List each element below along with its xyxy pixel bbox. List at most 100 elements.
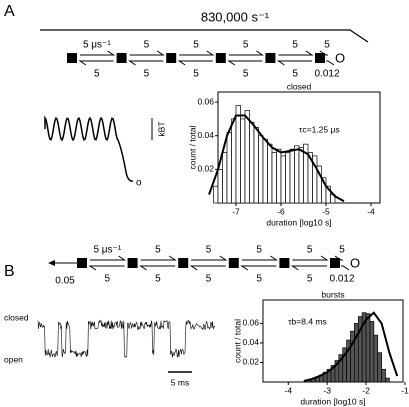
backward-arrow (276, 60, 312, 66)
forward-arrow (319, 50, 328, 56)
histogram-bar (289, 148, 295, 204)
histogram-bar (285, 152, 291, 204)
x-tick-label: -1 (401, 385, 409, 395)
backward-rate: 5 (155, 274, 161, 285)
x-axis-label: duration [log10 s] (300, 396, 365, 406)
chart-title: bursts (321, 289, 344, 299)
closed-state (279, 258, 290, 268)
x-tick-label: -4 (284, 385, 292, 395)
histogram-bar (271, 152, 277, 204)
histogram-bar (377, 352, 382, 383)
forward-rate: 5 (193, 40, 199, 51)
rate-bracket (40, 29, 369, 43)
y-tick-label: 0.04 (242, 337, 259, 347)
closed-state (315, 53, 325, 63)
backward-arrow (177, 60, 213, 66)
backward-rate: 5 (94, 69, 100, 80)
forward-arrow (191, 255, 228, 261)
y-axis-label: count / total (232, 319, 242, 363)
backward-arrow (127, 60, 164, 66)
open-state: O (335, 50, 345, 65)
histogram-bar (235, 105, 241, 204)
x-tick-label: -4 (367, 206, 375, 216)
backward-rate: 5 (292, 69, 298, 80)
x-axis-label: duration [log10 s] (266, 217, 331, 227)
histogram-bar (249, 121, 255, 204)
histogram-bar (350, 330, 355, 383)
closed-state (228, 258, 239, 268)
forward-arrow (241, 255, 279, 261)
forward-rate: 5 (307, 245, 313, 256)
histogram-bar (373, 334, 379, 383)
histogram-bar (294, 145, 300, 204)
forward-arrow (140, 255, 177, 261)
x-tick-label: -2 (362, 385, 370, 395)
histogram-bar (258, 135, 264, 204)
closed-label: closed (4, 312, 29, 322)
forward-rate: 5 (144, 40, 150, 51)
forward-rate: 5 μs⁻¹ (83, 40, 111, 51)
forward-rate: 5 (324, 40, 330, 51)
backward-rate: 5 (256, 274, 262, 285)
backward-rate: 0.012 (314, 69, 339, 80)
closed-state (178, 258, 189, 268)
forward-rate: 5 (256, 245, 262, 256)
current-trace (37, 319, 216, 358)
forward-arrow (334, 255, 343, 261)
forward-rate: 5 (292, 40, 298, 51)
closed-state (330, 258, 340, 268)
y-tick-label: 0.04 (197, 130, 214, 140)
backward-arrow (227, 60, 263, 66)
forward-rate: 5 (206, 245, 212, 256)
backward-rate: 5 (243, 69, 249, 80)
forward-arrow (179, 50, 215, 56)
exit-arrowhead (48, 260, 55, 266)
closed-state (127, 258, 138, 268)
histogram-bar (217, 169, 223, 204)
y-tick-label: 0.02 (197, 164, 214, 174)
backward-rate: 5 (193, 69, 199, 80)
forward-arrow (80, 50, 116, 56)
y-tick-label: 0.06 (197, 96, 214, 106)
histogram-bar (262, 138, 268, 204)
forward-arrow (129, 50, 165, 56)
backward-arrow (240, 265, 277, 271)
histogram-bar (213, 185, 219, 204)
fit-curve (303, 311, 399, 382)
histogram-bar (354, 323, 359, 383)
y-tick-label: 0.02 (242, 357, 259, 367)
closed-state (166, 53, 177, 63)
open-label: open (4, 354, 23, 364)
y-tick-label: 0.06 (242, 318, 259, 328)
forward-rate: 5 (339, 245, 345, 256)
backward-arrow (341, 265, 350, 271)
histogram-bar (253, 126, 259, 204)
x-tick-label: -7 (232, 206, 240, 216)
histogram-bar (369, 321, 375, 383)
forward-rate: 5 (155, 245, 161, 256)
histogram-bar (280, 155, 286, 204)
backward-arrow (78, 60, 114, 66)
backward-rate: 5 (307, 274, 313, 285)
backward-arrow (290, 265, 327, 271)
fit-curve (208, 114, 345, 203)
overall-rate: 830,000 s⁻¹ (201, 9, 270, 24)
backward-arrow (88, 265, 125, 271)
scale-label: 5 ms (171, 377, 189, 387)
closed-state (67, 53, 77, 63)
histogram-bar (222, 152, 228, 204)
histogram-bar (231, 118, 237, 204)
energy-landscape (44, 115, 134, 182)
landscape-end: o (136, 178, 142, 189)
histogram-bar (381, 368, 386, 383)
x-tick-label: -6 (277, 206, 285, 216)
histogram-bar (298, 147, 304, 204)
histogram-bar (385, 377, 390, 383)
closed-state (116, 53, 127, 63)
closed-state (215, 53, 226, 63)
open-state: O (350, 255, 360, 270)
energy-label: kBT (156, 121, 166, 136)
annotation: τc=1.25 μs (299, 124, 340, 134)
exit-rate: 0.05 (55, 276, 75, 287)
